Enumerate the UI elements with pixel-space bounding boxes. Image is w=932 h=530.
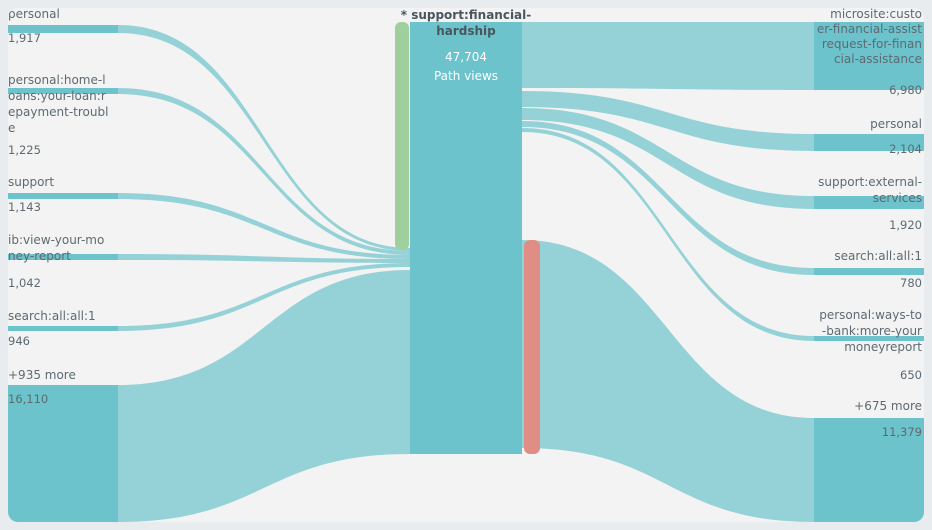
outgoing-value-3: 1,920 [889, 218, 922, 232]
focus-node-title-line-2: hardship [436, 24, 496, 38]
incoming-label-5-line-1: search:all:all:1 [8, 309, 96, 323]
outgoing-label-2-line-1: personal [870, 117, 922, 131]
focus-node-bar[interactable] [410, 22, 522, 454]
outgoing-node-6[interactable] [814, 418, 924, 522]
outgoing-label-1-line-4: cial-assistance [834, 52, 922, 66]
incoming-value-4: 1,042 [8, 276, 41, 290]
outgoing-label-5-line-3: moneyreport [844, 340, 922, 354]
outgoing-value-5: 650 [900, 368, 922, 382]
outgoing-value-2: 2,104 [889, 142, 922, 156]
incoming-flow-1 [118, 25, 410, 251]
outgoing-label-1-line-1: microsite:custo [830, 8, 922, 21]
incoming-labels: personal 1,917 personal:home-l oans:your-lo… [8, 8, 108, 406]
outgoing-label-3-line-1: support:external- [818, 175, 922, 189]
outgoing-flows [522, 22, 814, 522]
outgoing-value-1: 6,980 [889, 83, 922, 97]
outgoing-label-5-line-2: -bank:more-your [822, 324, 922, 338]
outgoing-flow-5 [522, 128, 814, 341]
incoming-flow-5 [118, 263, 410, 331]
outgoing-flow-6 [522, 240, 814, 522]
incoming-label-2-line-1: personal:home-l [8, 73, 106, 87]
sankey-chart: * support:financial- hardship 47,704 Pat… [8, 8, 924, 522]
incoming-node-5[interactable] [8, 326, 118, 331]
incoming-value-5: 946 [8, 334, 30, 348]
incoming-node-3[interactable] [8, 193, 118, 199]
outgoing-label-6-line-1: +675 more [854, 399, 922, 413]
outgoing-node-4[interactable] [814, 268, 924, 275]
outgoing-node-5[interactable] [814, 336, 924, 341]
incoming-label-2-line-4: e [8, 121, 15, 135]
incoming-node-2[interactable] [8, 88, 118, 94]
outgoing-nodes [814, 22, 924, 522]
outgoing-label-1-line-3: request-for-finan [822, 37, 922, 51]
incoming-flow-4 [118, 254, 410, 263]
incoming-label-2-line-3: epayment-troubl [8, 105, 108, 119]
outgoing-label-3-line-2: services [873, 191, 922, 205]
incoming-value-1: 1,917 [8, 31, 41, 45]
outgoing-node-3[interactable] [814, 196, 924, 209]
focus-node-value-caption: Path views [434, 69, 498, 83]
focus-node-value: 47,704 [445, 50, 487, 64]
sankey-chart-card: * support:financial- hardship 47,704 Pat… [8, 8, 924, 522]
incoming-label-3-line-1: support [8, 175, 54, 189]
outgoing-value-6: 11,379 [882, 425, 922, 439]
outgoing-node-2[interactable] [814, 134, 924, 151]
entry-indicator-bar [395, 22, 409, 250]
outgoing-node-1[interactable] [814, 22, 924, 90]
incoming-value-2: 1,225 [8, 143, 41, 157]
incoming-node-4[interactable] [8, 254, 118, 260]
incoming-flows [118, 25, 410, 522]
incoming-node-1[interactable] [8, 25, 118, 33]
incoming-flow-3 [118, 193, 410, 259]
incoming-node-6[interactable] [8, 385, 118, 522]
outgoing-labels: microsite:custoer-financial-assistreques… [817, 8, 922, 439]
outgoing-label-5-line-1: personal:ways-to [819, 308, 922, 322]
incoming-label-4-line-2: ney-report [8, 249, 71, 263]
incoming-label-4-line-1: ib:view-your-mo [8, 233, 104, 247]
outgoing-label-4-line-1: search:all:all:1 [834, 249, 922, 263]
outgoing-flow-3 [522, 108, 814, 209]
outgoing-flow-2 [522, 91, 814, 151]
outgoing-label-1-line-2: er-financial-assist [817, 22, 922, 36]
incoming-label-1-line-1: personal [8, 8, 60, 21]
incoming-flow-2 [118, 88, 410, 255]
exit-indicator-bar [524, 240, 540, 454]
outgoing-value-4: 780 [900, 276, 922, 290]
incoming-label-2-line-2: oans:your-loan:r [8, 89, 106, 103]
incoming-value-6: 16,110 [8, 392, 48, 406]
incoming-label-6-line-1: +935 more [8, 368, 76, 382]
focus-node-title-line-1: * support:financial- [401, 8, 532, 22]
outgoing-flow-1 [522, 22, 814, 90]
incoming-flow-6 [118, 270, 410, 522]
incoming-value-3: 1,143 [8, 200, 41, 214]
incoming-nodes [8, 25, 118, 522]
outgoing-flow-4 [522, 121, 814, 275]
